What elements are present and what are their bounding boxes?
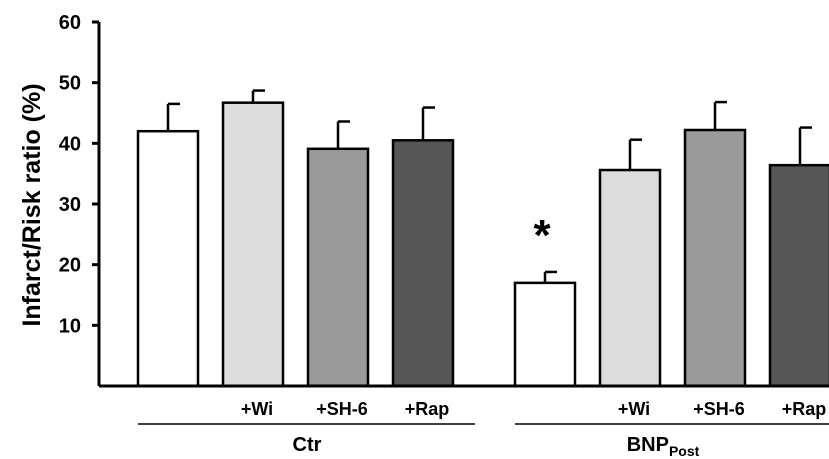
group-label: BNPPost xyxy=(627,434,700,459)
bar xyxy=(306,147,370,388)
bar xyxy=(391,139,455,388)
y-tick-label: 10 xyxy=(59,315,81,337)
x-tick-label: +Wi xyxy=(618,399,650,419)
y-tick-label: 20 xyxy=(59,255,81,277)
bar xyxy=(221,101,285,388)
group-label: Ctr xyxy=(293,434,322,456)
x-tick-label: +Rap xyxy=(782,399,827,419)
y-tick-label: 30 xyxy=(59,194,81,216)
bar xyxy=(136,129,200,388)
y-ticks: 10 20 30 40 50 60 xyxy=(59,12,99,337)
bar xyxy=(683,128,747,388)
bars-layer: * xyxy=(136,89,829,388)
x-tick-label: +Rap xyxy=(405,399,450,419)
y-tick-label: 40 xyxy=(59,133,81,155)
y-axis-label: Infarct/Risk ratio (%) xyxy=(18,83,46,326)
bar xyxy=(513,281,577,388)
y-tick-label: 60 xyxy=(59,12,81,34)
x-tick-labels: +Wi +SH-6 +Rap +Wi +SH-6 +Rap xyxy=(241,399,826,419)
group-label-main: BNP xyxy=(627,434,669,456)
x-tick-label: +SH-6 xyxy=(693,399,745,419)
x-tick-label: +Wi xyxy=(241,399,273,419)
bar xyxy=(768,163,829,388)
bar xyxy=(598,168,662,388)
group-label-subscript: Post xyxy=(669,443,700,459)
group-label-main: Ctr xyxy=(293,434,322,456)
significance-marker: * xyxy=(533,211,551,260)
y-tick-label: 50 xyxy=(59,73,81,95)
group-labels: Ctr BNPPost xyxy=(138,423,829,459)
x-tick-label: +SH-6 xyxy=(316,399,368,419)
